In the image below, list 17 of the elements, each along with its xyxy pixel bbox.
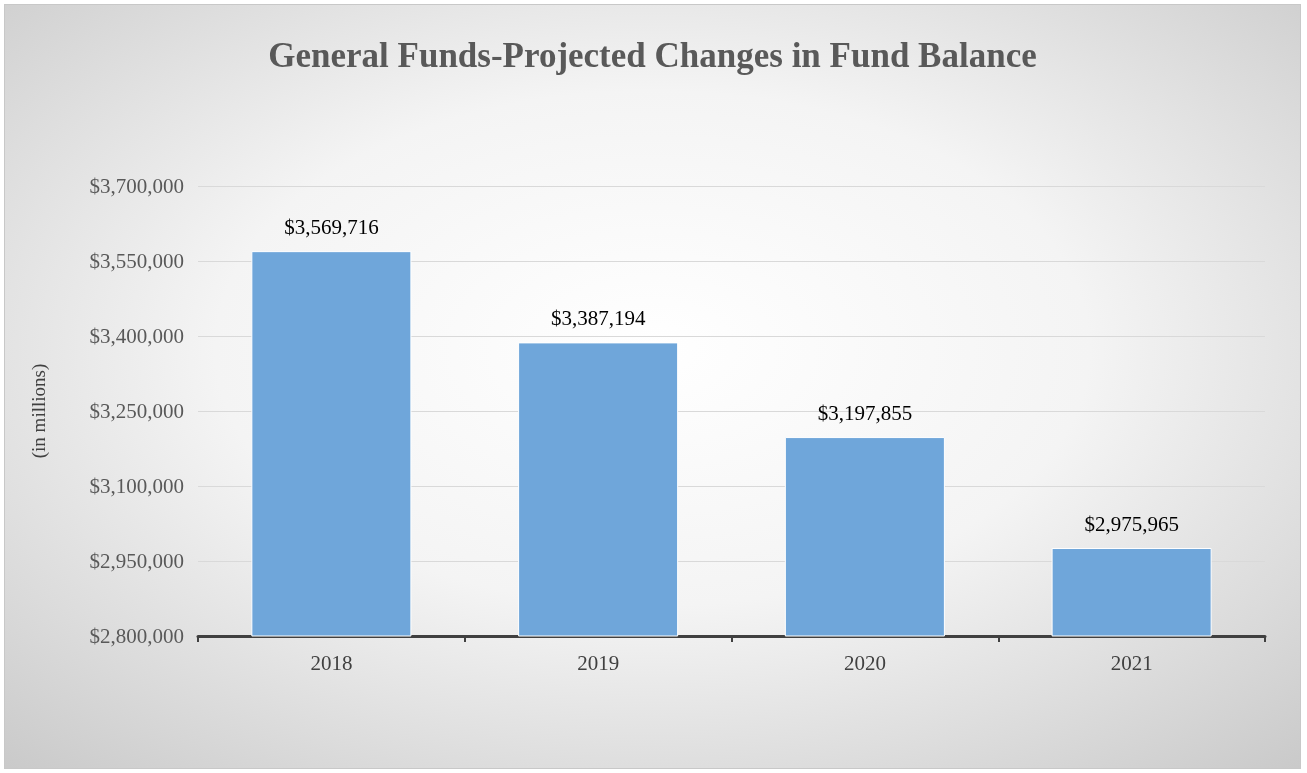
data-label: $2,975,965: [1084, 511, 1179, 536]
y-tick-label: $2,800,000: [89, 624, 184, 648]
y-tick-label: $2,950,000: [89, 549, 184, 573]
y-tick-label: $3,100,000: [89, 474, 184, 498]
y-tick-label: $3,250,000: [89, 399, 184, 423]
data-label: $3,197,855: [817, 400, 913, 425]
x-tick-label: 2019: [577, 650, 620, 675]
y-tick-label: $3,400,000: [89, 324, 184, 348]
x-tick-label: 2021: [1110, 650, 1153, 675]
x-tick-label: 2020: [843, 650, 886, 675]
x-tick-label: 2018: [310, 650, 353, 675]
data-label: $3,387,194: [550, 305, 646, 330]
y-tick-label: $3,550,000: [89, 249, 184, 273]
chart-title: General Funds-Projected Changes in Fund Balance: [268, 36, 1037, 75]
data-label: $3,569,716: [284, 214, 379, 239]
y-tick-label: $3,700,000: [89, 174, 184, 198]
y-axis-title: (in millions): [28, 363, 50, 459]
